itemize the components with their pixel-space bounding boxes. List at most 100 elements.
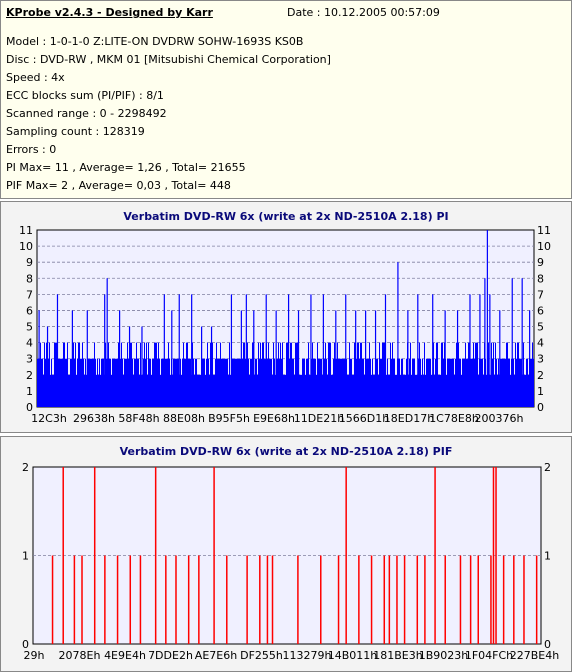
- data-bar: [364, 374, 365, 407]
- data-bar: [263, 342, 264, 407]
- data-bar: [268, 342, 269, 407]
- data-bar: [234, 358, 235, 407]
- data-bar: [313, 358, 314, 407]
- data-bar: [156, 342, 157, 407]
- data-bar: [439, 374, 440, 407]
- data-bar: [265, 294, 267, 407]
- data-bar: [122, 358, 123, 407]
- data-bar: [497, 374, 498, 407]
- data-bar: [419, 342, 420, 407]
- data-bar: [191, 294, 193, 407]
- x-tick-label: E9E68h: [253, 412, 295, 425]
- x-tick-label: 2078Eh: [59, 649, 101, 662]
- data-bar: [146, 342, 147, 407]
- data-bar: [467, 358, 468, 407]
- data-bar: [137, 358, 138, 407]
- data-bar: [359, 358, 360, 407]
- data-bar: [228, 374, 229, 407]
- data-bar: [339, 358, 340, 407]
- data-bar: [338, 358, 339, 407]
- data-bar: [468, 342, 469, 407]
- data-bar: [312, 342, 313, 407]
- data-bar: [290, 342, 291, 407]
- info-speed: Speed : 4x: [6, 71, 65, 84]
- data-bar: [324, 358, 325, 407]
- y-tick-label-right: 0: [537, 401, 544, 414]
- data-bar: [45, 358, 46, 407]
- data-bar: [349, 342, 350, 407]
- data-bar: [453, 358, 454, 407]
- data-bar: [519, 358, 520, 407]
- data-bar: [184, 358, 185, 407]
- data-bar: [64, 342, 65, 407]
- data-bar: [447, 358, 448, 407]
- data-bar: [94, 342, 95, 407]
- data-bar: [148, 342, 149, 407]
- data-bar: [161, 358, 162, 407]
- data-bar: [504, 358, 505, 407]
- data-bar: [272, 374, 273, 407]
- data-bar: [100, 374, 101, 407]
- data-bar: [319, 358, 320, 407]
- data-bar: [257, 374, 258, 407]
- data-bar: [353, 374, 354, 407]
- data-bar: [297, 342, 298, 407]
- data-bar: [520, 358, 521, 407]
- data-bar: [455, 358, 456, 407]
- data-bar: [218, 358, 219, 407]
- x-tick-label: 1C78E8h: [429, 412, 479, 425]
- data-bar: [357, 342, 358, 407]
- data-bar: [334, 342, 335, 407]
- data-bar: [370, 555, 373, 644]
- data-bar: [274, 358, 275, 407]
- y-tick-label-right: 5: [537, 321, 544, 334]
- data-bar: [326, 358, 327, 407]
- data-bar: [144, 342, 145, 407]
- data-bar: [265, 358, 266, 407]
- data-bar: [240, 310, 242, 407]
- x-tick-label: 4E9E4h: [104, 649, 146, 662]
- data-bar: [139, 555, 142, 644]
- data-bar: [441, 342, 442, 407]
- data-bar: [384, 342, 385, 407]
- data-bar: [342, 358, 343, 407]
- data-bar: [48, 358, 49, 407]
- data-bar: [360, 342, 361, 407]
- data-bar: [256, 358, 257, 407]
- data-bar: [478, 374, 479, 407]
- data-bar: [411, 374, 412, 407]
- data-bar: [523, 342, 524, 407]
- data-bar: [240, 358, 241, 407]
- data-bar: [366, 358, 367, 407]
- data-bar: [410, 342, 411, 407]
- info-sampling: Sampling count : 128319: [6, 125, 145, 138]
- data-bar: [358, 342, 359, 407]
- info-range: Scanned range : 0 - 2298492: [6, 107, 167, 120]
- data-bar: [186, 342, 187, 407]
- data-bar: [187, 342, 188, 407]
- x-tick-label: 14B011h: [328, 649, 378, 662]
- data-bar: [119, 310, 121, 407]
- x-tick-label: 1B9023h: [419, 649, 469, 662]
- data-bar: [533, 358, 534, 407]
- data-bar: [196, 358, 197, 407]
- data-bar: [217, 358, 218, 407]
- data-bar: [521, 358, 522, 407]
- data-bar: [105, 342, 106, 407]
- data-bar: [176, 358, 177, 407]
- y-tick-label-right: 1: [537, 385, 544, 398]
- data-bar: [328, 342, 329, 407]
- data-bar: [145, 358, 146, 407]
- data-bar: [523, 555, 525, 644]
- info-model: Model : 1-0-1-0 Z:LITE-ON DVDRW SOHW-169…: [6, 35, 304, 48]
- data-bar: [434, 374, 435, 407]
- data-bar: [138, 358, 139, 407]
- data-bar: [77, 358, 78, 407]
- data-bar: [287, 342, 288, 407]
- data-bar: [120, 358, 121, 407]
- data-bar: [198, 555, 200, 644]
- data-bar: [282, 342, 283, 407]
- data-bar: [258, 342, 259, 407]
- data-bar: [294, 374, 295, 407]
- data-bar: [61, 358, 62, 407]
